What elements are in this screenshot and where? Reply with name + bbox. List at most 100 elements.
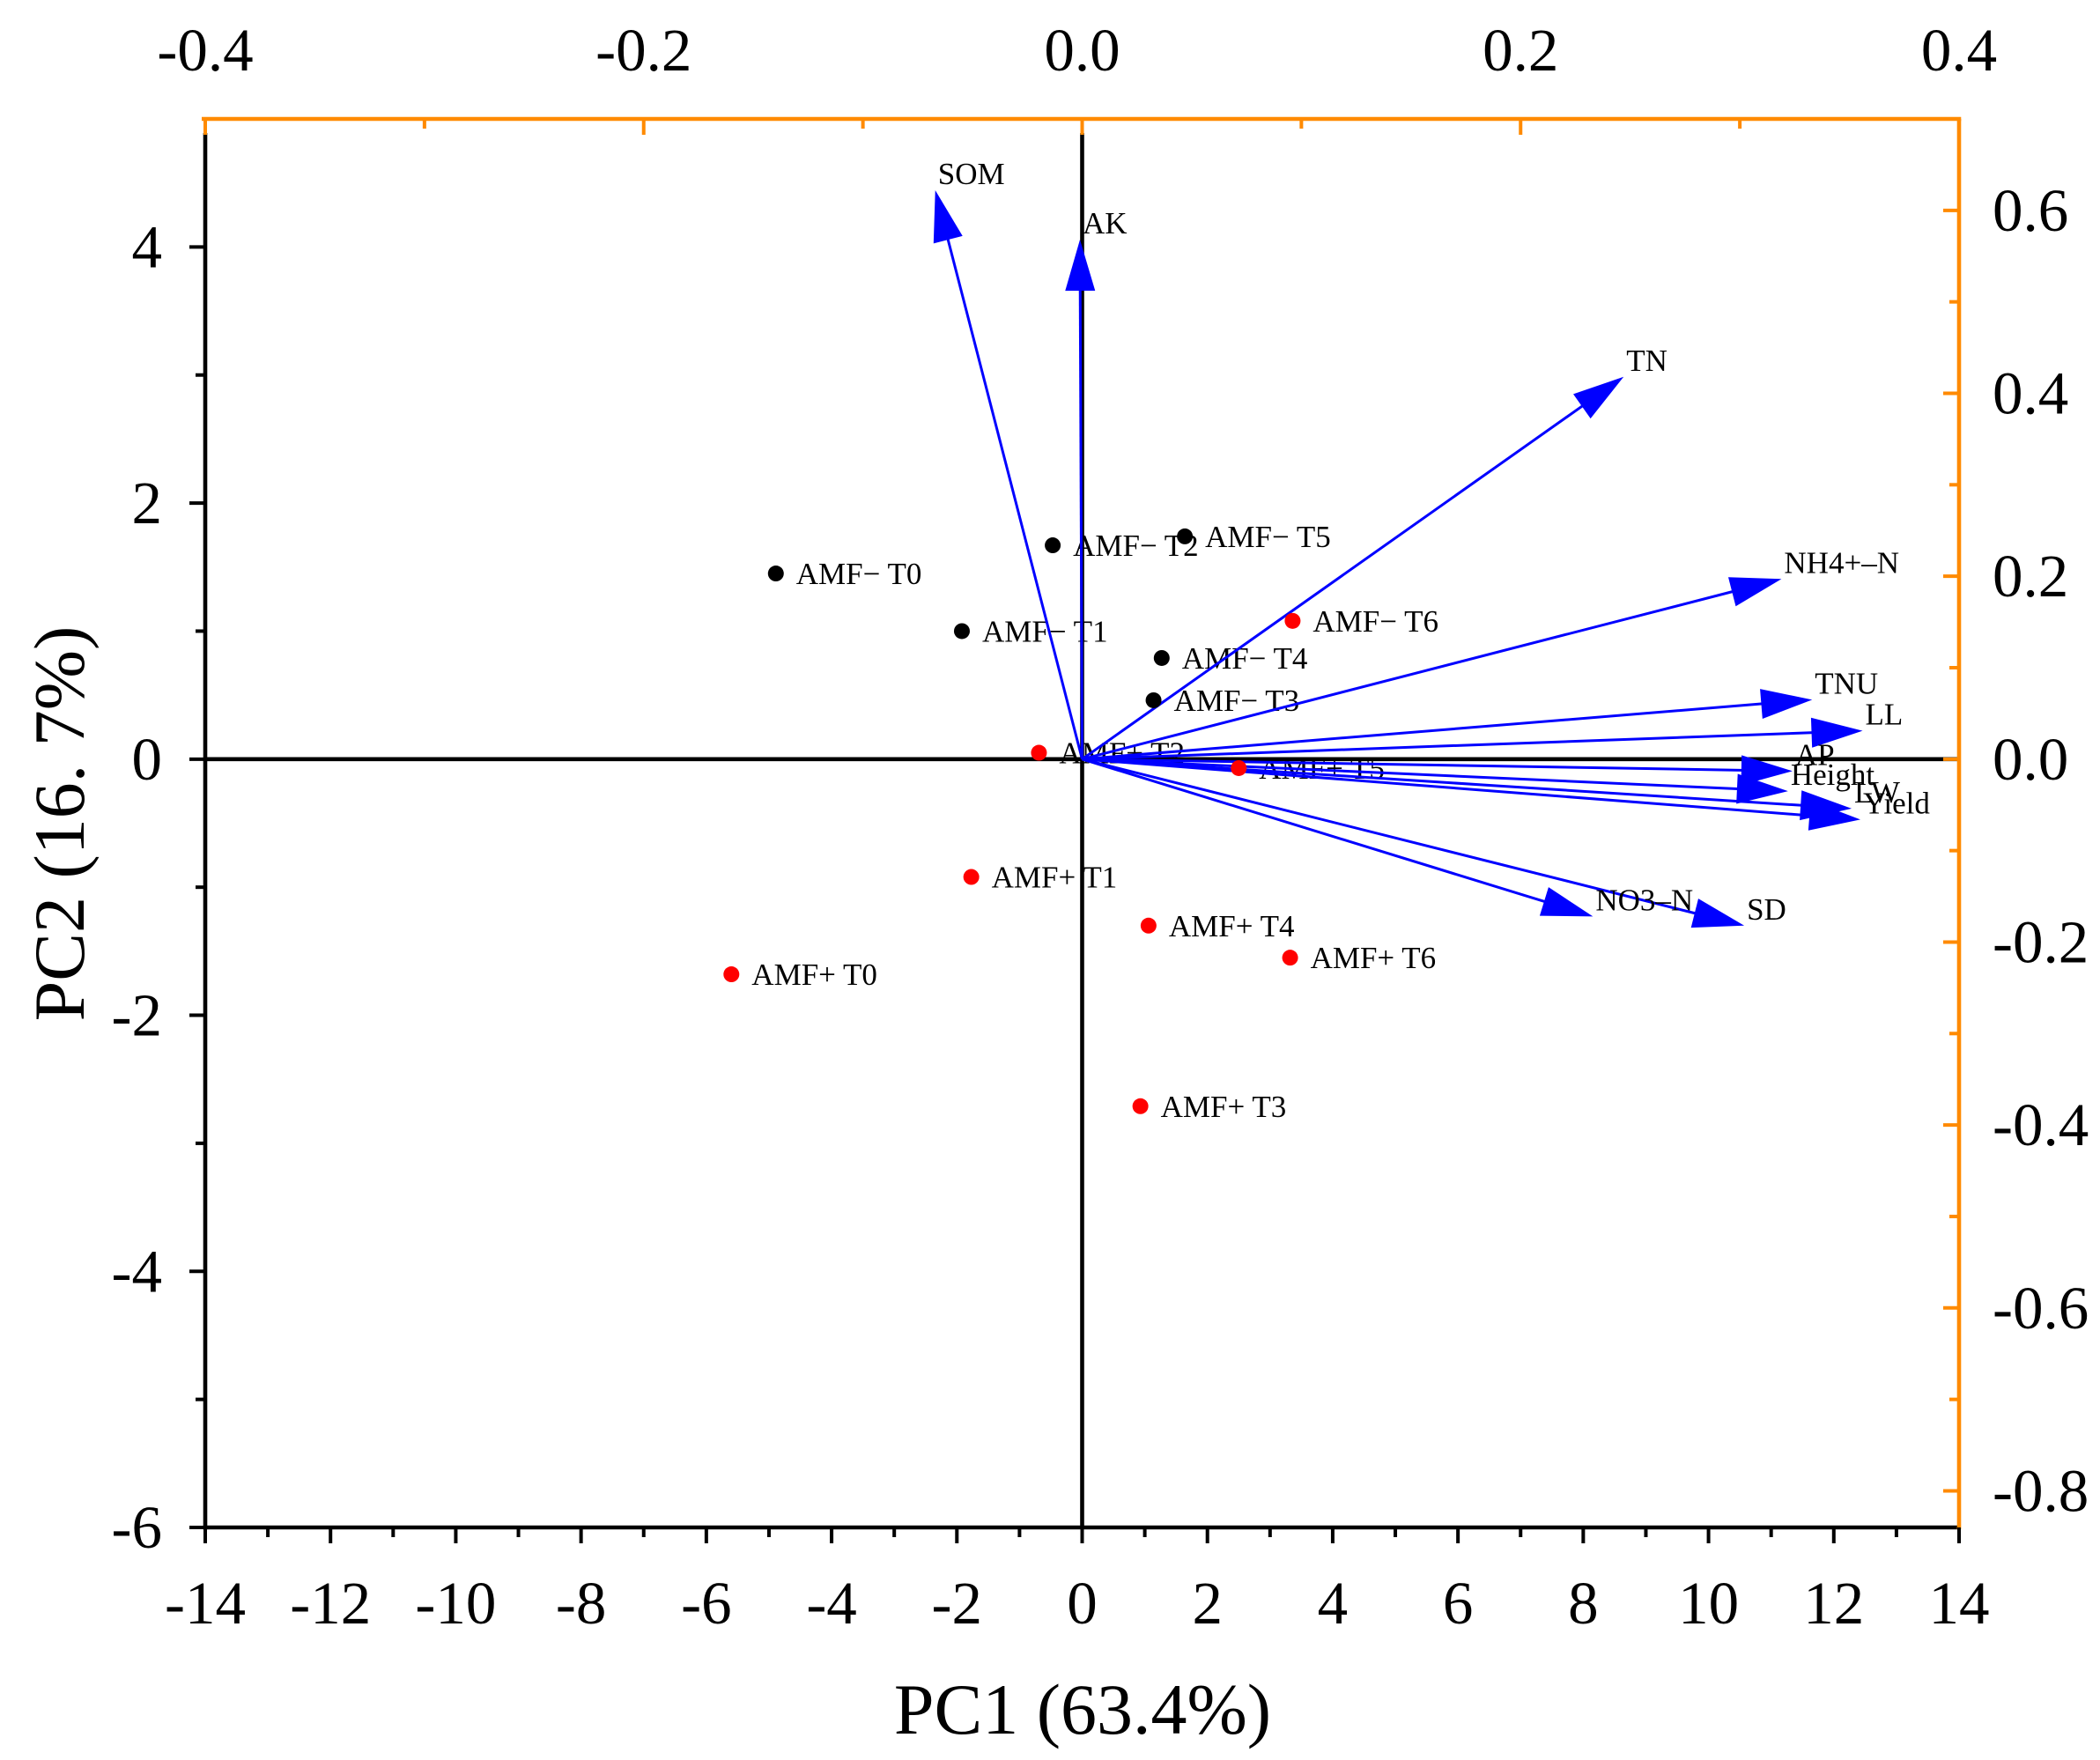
loading-label: NH4+–N bbox=[1784, 545, 1899, 580]
loading-arrow-line bbox=[1082, 758, 1747, 772]
loading-arrowhead bbox=[1736, 773, 1788, 804]
score-point bbox=[1045, 537, 1061, 554]
loading-arrow-line bbox=[1078, 285, 1083, 759]
loading-arrowhead bbox=[1728, 577, 1782, 607]
y-tick-label: -2 bbox=[112, 982, 162, 1049]
x-tick-label: 8 bbox=[1568, 1570, 1599, 1637]
y-tick-label: -6 bbox=[112, 1494, 162, 1561]
score-point bbox=[1177, 528, 1194, 544]
score-point bbox=[723, 966, 740, 983]
x-tick-label: -8 bbox=[556, 1570, 606, 1637]
score-point bbox=[1140, 917, 1157, 934]
right-tick-label: 0.6 bbox=[1993, 177, 2068, 244]
top-tick-label: -0.4 bbox=[157, 17, 253, 84]
top-tick-label: 0.2 bbox=[1483, 17, 1558, 84]
loading-label: SD bbox=[1747, 892, 1786, 927]
top-tick-label: 0.4 bbox=[1921, 17, 1997, 84]
y-tick-label: 0 bbox=[132, 726, 163, 793]
x-tick-label: 4 bbox=[1318, 1570, 1349, 1637]
loading-arrowhead bbox=[1065, 240, 1096, 292]
score-points bbox=[723, 528, 1301, 1114]
score-point bbox=[953, 623, 970, 640]
loading-arrowhead bbox=[1808, 800, 1861, 831]
x-axis-title: PC1 (63.4%) bbox=[894, 1669, 1271, 1749]
x-tick-label: 12 bbox=[1803, 1570, 1864, 1637]
loading-arrow-line bbox=[1081, 402, 1587, 761]
loading-arrow-line bbox=[1082, 731, 1817, 761]
x-tick-label: 0 bbox=[1067, 1570, 1098, 1637]
right-tick-label: 0.0 bbox=[1993, 726, 2068, 793]
loading-arrow-line bbox=[1082, 758, 1550, 905]
loading-label: AP bbox=[1795, 737, 1835, 772]
x-tick-label: -14 bbox=[165, 1570, 246, 1637]
score-point bbox=[1153, 649, 1170, 666]
loading-label: LL bbox=[1865, 698, 1903, 732]
loading-arrowhead bbox=[1573, 376, 1624, 419]
score-point bbox=[963, 869, 980, 885]
loading-arrow-line bbox=[1082, 758, 1807, 808]
loading-arrowhead bbox=[1539, 887, 1593, 917]
score-label: AMF− T3 bbox=[1174, 684, 1300, 718]
loading-arrowhead bbox=[1741, 755, 1793, 786]
x-tick-label: -12 bbox=[290, 1570, 371, 1637]
loading-arrow-line bbox=[1082, 758, 1742, 791]
score-label: AMF− T4 bbox=[1182, 641, 1308, 676]
score-point bbox=[1145, 691, 1162, 708]
y-tick-label: 2 bbox=[132, 470, 163, 536]
right-tick-label: 0.2 bbox=[1993, 543, 2068, 610]
right-tick-label: -0.4 bbox=[1993, 1091, 2089, 1158]
loading-label: Height bbox=[1791, 758, 1875, 792]
right-tick-label: -0.6 bbox=[1993, 1275, 2089, 1342]
y-tick-label: -4 bbox=[112, 1238, 162, 1305]
score-point bbox=[1031, 744, 1047, 761]
loading-arrow-line bbox=[1082, 588, 1738, 761]
loading-label: NO3–N bbox=[1595, 883, 1693, 917]
loading-label: Yield bbox=[1863, 786, 1930, 820]
score-point bbox=[1132, 1098, 1149, 1114]
loading-arrowhead bbox=[1810, 717, 1863, 748]
y-axis-title: PC2 (16. 7%) bbox=[19, 626, 100, 1022]
score-point bbox=[1284, 612, 1301, 629]
loading-arrow-line bbox=[945, 233, 1083, 760]
score-label: AMF+ T4 bbox=[1169, 909, 1295, 943]
loading-arrow-line bbox=[1082, 758, 1701, 916]
x-tick-label: 6 bbox=[1443, 1570, 1474, 1637]
top-tick-label: -0.2 bbox=[595, 17, 691, 84]
axis-tick-labels: -14 -12 -10 -8 -6 -4 -2 0 2 4 6 8 10 12 14 -6 -4 -2 0 2 4 -0.… bbox=[112, 17, 2089, 1637]
score-label: AMF− T5 bbox=[1205, 520, 1331, 554]
y-tick-label: 4 bbox=[132, 213, 163, 280]
x-tick-label: -6 bbox=[681, 1570, 731, 1637]
loading-arrow-line bbox=[1082, 758, 1815, 817]
score-label: AMF+ T6 bbox=[1311, 941, 1437, 975]
x-tick-label: 2 bbox=[1192, 1570, 1223, 1637]
x-tick-label: 10 bbox=[1678, 1570, 1739, 1637]
score-label: AMF− T0 bbox=[796, 557, 922, 591]
loading-label: TN bbox=[1626, 344, 1667, 378]
loading-arrowhead bbox=[1760, 689, 1813, 719]
score-label: AMF− T6 bbox=[1312, 604, 1438, 639]
right-tick-label: 0.4 bbox=[1993, 359, 2068, 426]
top-tick-label: 0.0 bbox=[1044, 17, 1120, 84]
score-label: AMF+ T0 bbox=[751, 958, 877, 992]
score-point bbox=[767, 566, 784, 582]
score-label: AMF+ T3 bbox=[1161, 1090, 1287, 1124]
loading-arrow-line bbox=[1082, 702, 1767, 761]
x-tick-label: 14 bbox=[1929, 1570, 1990, 1637]
score-label: AMF+ T1 bbox=[992, 861, 1118, 895]
loading-label: AK bbox=[1083, 206, 1128, 240]
loading-arrows bbox=[933, 189, 1863, 928]
score-point bbox=[1231, 759, 1247, 776]
right-tick-label: -0.8 bbox=[1993, 1457, 2089, 1524]
right-tick-label: -0.2 bbox=[1993, 908, 2089, 975]
loading-arrowhead bbox=[933, 189, 963, 244]
loading-label: LW bbox=[1854, 775, 1900, 810]
x-tick-label: -10 bbox=[415, 1570, 496, 1637]
loading-label: SOM bbox=[938, 157, 1005, 191]
loading-arrowhead bbox=[1690, 898, 1745, 928]
loading-label: TNU bbox=[1815, 666, 1878, 700]
x-tick-label: -4 bbox=[806, 1570, 856, 1637]
score-point bbox=[1282, 950, 1298, 966]
